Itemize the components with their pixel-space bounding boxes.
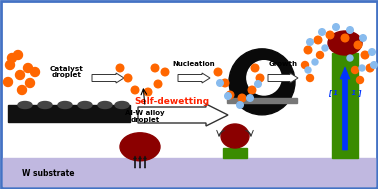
- Text: Al-W alloy
droplet: Al-W alloy droplet: [125, 110, 165, 123]
- FancyArrow shape: [138, 156, 141, 168]
- Circle shape: [229, 49, 295, 115]
- FancyArrow shape: [268, 73, 298, 83]
- FancyArrow shape: [133, 156, 136, 168]
- Circle shape: [3, 77, 12, 87]
- Circle shape: [6, 60, 14, 70]
- FancyArrow shape: [178, 73, 210, 83]
- Circle shape: [17, 85, 26, 94]
- Circle shape: [161, 68, 169, 76]
- Ellipse shape: [58, 101, 72, 108]
- Circle shape: [326, 31, 334, 39]
- Circle shape: [347, 27, 353, 33]
- Text: Nucleation: Nucleation: [173, 61, 215, 67]
- Ellipse shape: [18, 101, 32, 108]
- Bar: [223, 148, 247, 158]
- Circle shape: [354, 41, 362, 49]
- Text: W substrate: W substrate: [22, 169, 74, 178]
- Text: Self-dewetting: Self-dewetting: [135, 97, 210, 105]
- Text: [ 1  0  1 ]: [ 1 0 1 ]: [328, 89, 362, 96]
- Circle shape: [312, 59, 318, 65]
- Circle shape: [307, 74, 313, 81]
- Circle shape: [14, 50, 23, 60]
- Circle shape: [154, 80, 162, 88]
- Circle shape: [225, 93, 231, 99]
- Ellipse shape: [115, 101, 129, 108]
- Circle shape: [341, 34, 349, 42]
- Ellipse shape: [98, 101, 112, 108]
- Circle shape: [256, 74, 264, 82]
- Ellipse shape: [221, 124, 249, 148]
- Circle shape: [319, 29, 325, 35]
- Circle shape: [356, 77, 364, 84]
- Circle shape: [307, 39, 313, 45]
- Circle shape: [304, 46, 312, 54]
- Ellipse shape: [328, 31, 362, 55]
- Circle shape: [237, 102, 243, 108]
- Circle shape: [347, 55, 353, 61]
- Circle shape: [238, 94, 246, 102]
- Circle shape: [333, 24, 339, 30]
- Circle shape: [360, 35, 366, 41]
- Circle shape: [361, 51, 369, 59]
- Circle shape: [25, 78, 34, 88]
- FancyArrow shape: [340, 67, 350, 150]
- Circle shape: [366, 64, 374, 72]
- Circle shape: [359, 65, 365, 71]
- Circle shape: [248, 86, 256, 94]
- Circle shape: [8, 53, 17, 63]
- Circle shape: [247, 95, 253, 101]
- Circle shape: [31, 67, 39, 77]
- Circle shape: [226, 91, 234, 99]
- Circle shape: [124, 74, 132, 82]
- Ellipse shape: [120, 133, 160, 161]
- Circle shape: [322, 45, 328, 51]
- Circle shape: [302, 61, 308, 68]
- FancyArrow shape: [92, 73, 124, 83]
- Circle shape: [15, 70, 25, 80]
- Circle shape: [221, 79, 229, 87]
- Circle shape: [352, 67, 358, 74]
- Circle shape: [255, 81, 261, 87]
- FancyArrow shape: [138, 104, 228, 126]
- Ellipse shape: [78, 101, 92, 108]
- Text: Catalyst
droplet: Catalyst droplet: [50, 66, 84, 78]
- Circle shape: [214, 68, 222, 76]
- Circle shape: [371, 62, 377, 68]
- Bar: [8, 105, 130, 122]
- Circle shape: [251, 64, 259, 72]
- Circle shape: [314, 36, 322, 44]
- Circle shape: [369, 49, 375, 55]
- Circle shape: [116, 64, 124, 72]
- Circle shape: [23, 64, 33, 73]
- Circle shape: [131, 86, 139, 94]
- Circle shape: [151, 64, 159, 72]
- FancyArrow shape: [144, 156, 147, 168]
- Bar: [3, 158, 375, 186]
- Ellipse shape: [38, 101, 52, 108]
- Circle shape: [316, 51, 324, 59]
- Bar: [227, 98, 297, 103]
- Circle shape: [144, 88, 152, 96]
- Bar: [332, 53, 358, 158]
- Circle shape: [217, 80, 223, 86]
- Circle shape: [305, 67, 311, 73]
- Circle shape: [247, 61, 281, 95]
- Text: Growth: Growth: [268, 61, 297, 67]
